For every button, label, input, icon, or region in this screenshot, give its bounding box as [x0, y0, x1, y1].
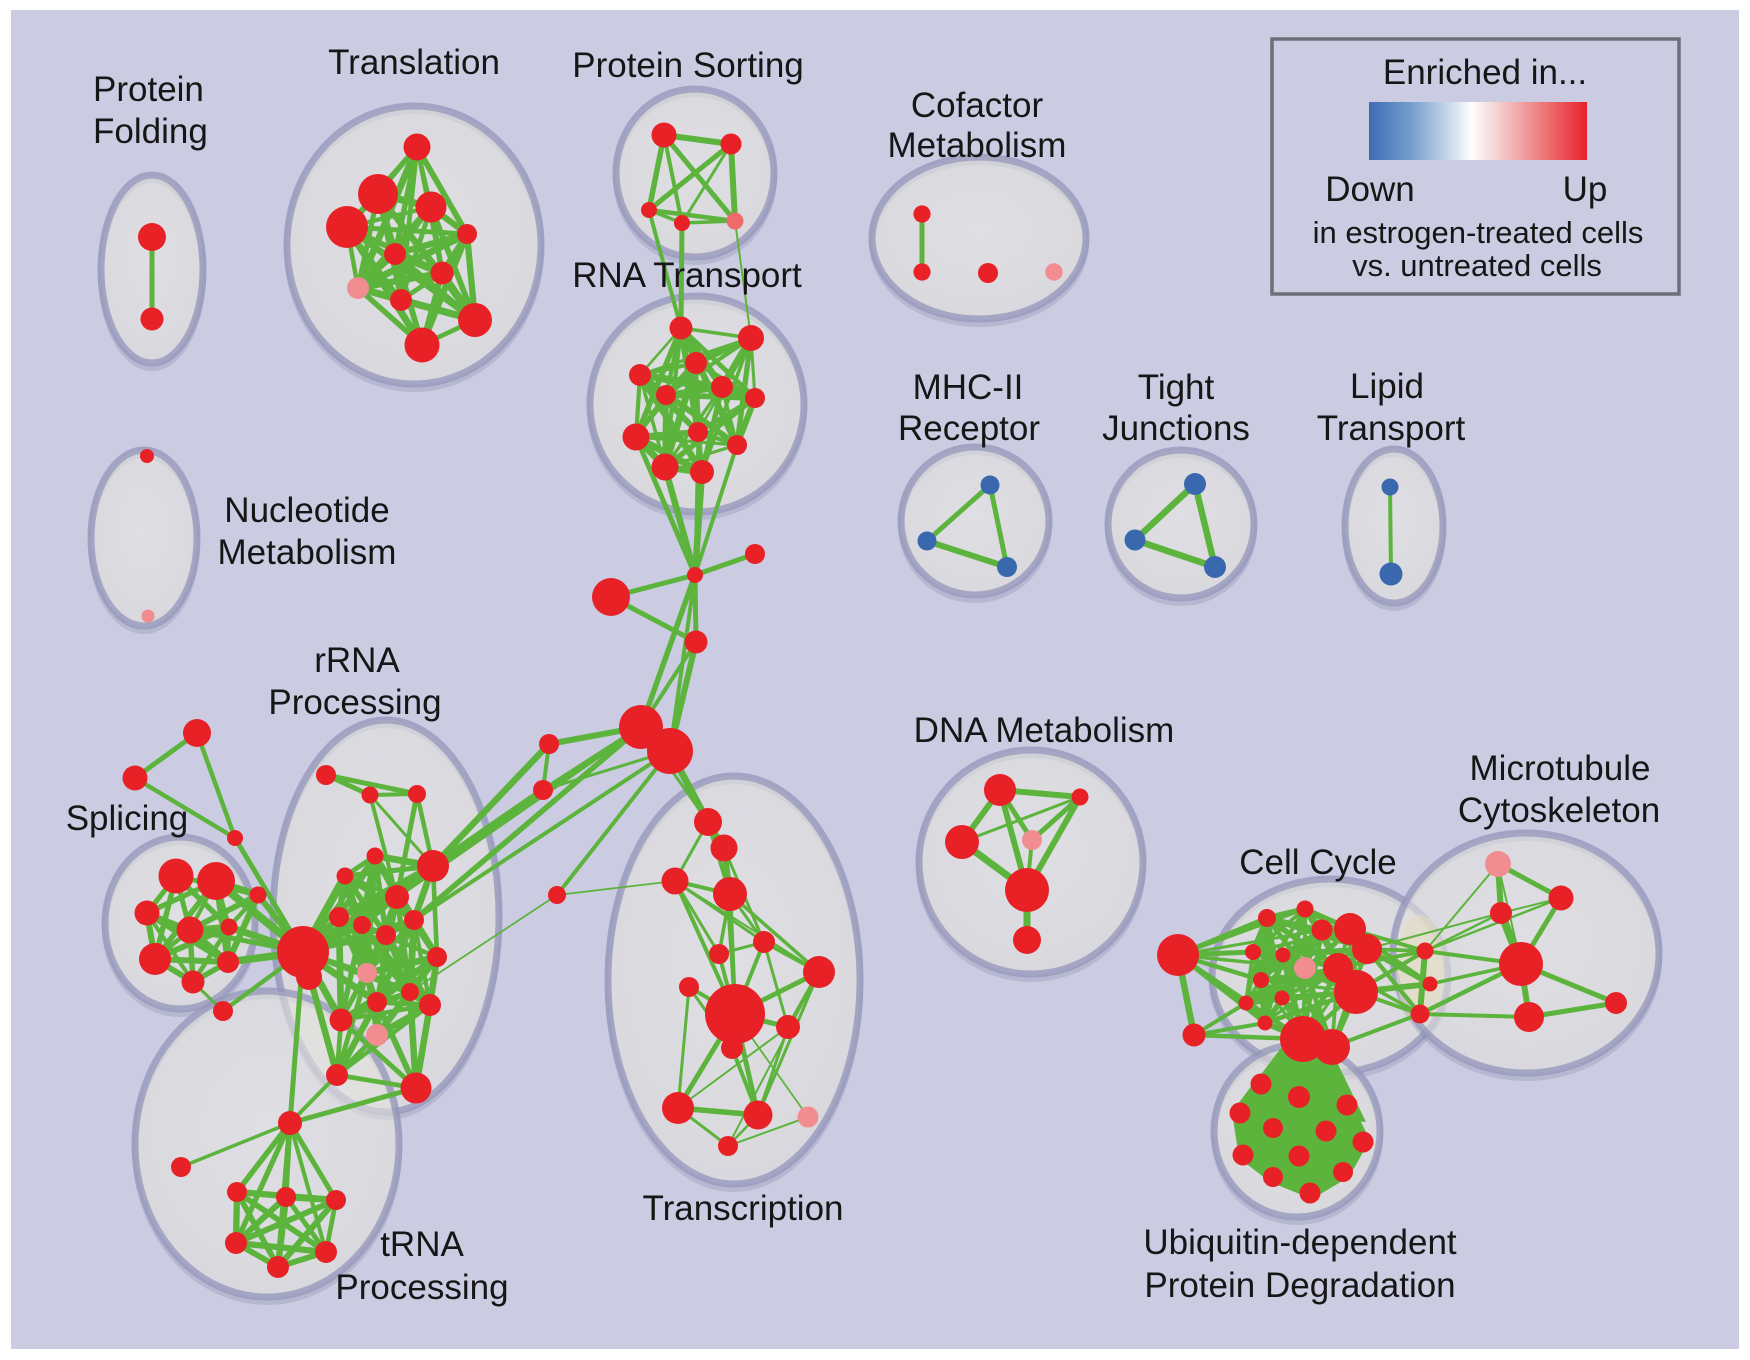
svg-text:MHC-II: MHC-II: [913, 368, 1024, 407]
svg-text:Enriched in...: Enriched in...: [1383, 53, 1587, 92]
svg-text:Cytoskeleton: Cytoskeleton: [1458, 791, 1660, 830]
svg-text:Nucleotide: Nucleotide: [224, 491, 389, 530]
svg-text:Cell Cycle: Cell Cycle: [1239, 843, 1397, 882]
svg-text:Metabolism: Metabolism: [218, 533, 397, 572]
svg-text:Microtubule: Microtubule: [1470, 749, 1651, 788]
svg-text:Transcription: Transcription: [643, 1189, 844, 1228]
svg-text:Receptor: Receptor: [898, 409, 1040, 448]
svg-text:Ubiquitin-dependent: Ubiquitin-dependent: [1143, 1223, 1457, 1262]
svg-text:Folding: Folding: [93, 112, 208, 151]
svg-text:Lipid: Lipid: [1350, 367, 1424, 406]
svg-text:Metabolism: Metabolism: [888, 126, 1067, 165]
svg-text:Processing: Processing: [268, 683, 441, 722]
svg-text:Protein Sorting: Protein Sorting: [572, 46, 804, 85]
svg-text:rRNA: rRNA: [314, 641, 400, 680]
svg-text:Up: Up: [1563, 170, 1608, 209]
svg-text:Processing: Processing: [335, 1268, 508, 1307]
svg-text:Protein: Protein: [93, 70, 204, 109]
svg-text:tRNA: tRNA: [380, 1225, 464, 1264]
svg-text:Down: Down: [1325, 170, 1414, 209]
svg-text:Tight: Tight: [1138, 368, 1215, 407]
svg-text:DNA Metabolism: DNA Metabolism: [914, 711, 1175, 750]
svg-text:RNA Transport: RNA Transport: [572, 256, 802, 295]
svg-text:in estrogen-treated cells: in estrogen-treated cells: [1313, 215, 1644, 250]
svg-text:Cofactor: Cofactor: [911, 86, 1044, 125]
svg-text:vs. untreated cells: vs. untreated cells: [1352, 248, 1602, 283]
svg-text:Splicing: Splicing: [66, 799, 189, 838]
svg-text:Transport: Transport: [1317, 409, 1466, 448]
svg-text:Protein Degradation: Protein Degradation: [1144, 1266, 1455, 1305]
svg-text:Translation: Translation: [328, 43, 500, 82]
svg-text:Junctions: Junctions: [1102, 409, 1250, 448]
